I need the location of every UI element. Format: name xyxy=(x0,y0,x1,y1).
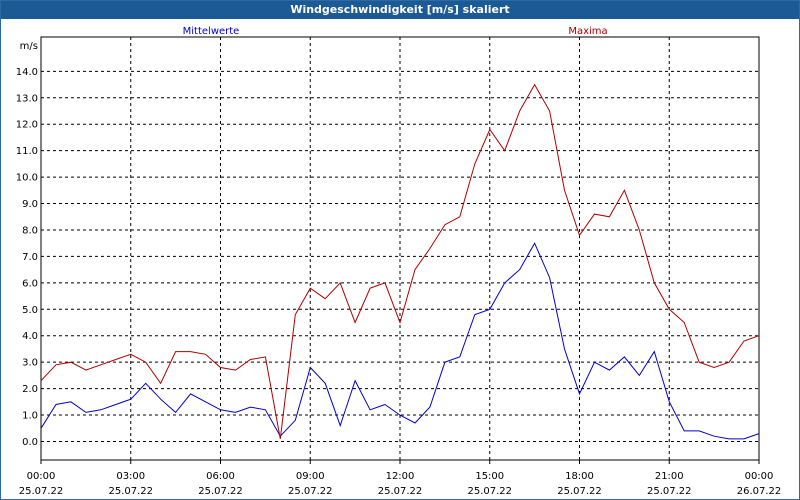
y-tick-label: 9.0 xyxy=(22,199,38,210)
x-tick-time-label: 00:00 xyxy=(745,471,774,482)
x-tick-date-label: 25.07.22 xyxy=(557,486,602,497)
x-tick-time-label: 21:00 xyxy=(655,471,684,482)
y-tick-label: 12.0 xyxy=(16,120,38,131)
x-tick-time-label: 00:00 xyxy=(27,471,56,482)
window-title: Windgeschwindigkeit [m/s] skaliert xyxy=(1,1,799,19)
y-tick-label: 10.0 xyxy=(16,173,38,184)
x-tick-date-label: 25.07.22 xyxy=(19,486,64,497)
x-tick-time-label: 18:00 xyxy=(565,471,594,482)
y-tick-label: 3.0 xyxy=(22,358,38,369)
x-tick-date-label: 25.07.22 xyxy=(108,486,153,497)
legend-entry-mittelwerte: Mittelwerte xyxy=(183,26,240,37)
x-tick-time-label: 03:00 xyxy=(116,471,145,482)
x-tick-time-label: 12:00 xyxy=(386,471,415,482)
y-tick-label: 1.0 xyxy=(22,411,38,422)
y-tick-label: 11.0 xyxy=(16,146,38,157)
y-tick-label: 5.0 xyxy=(22,305,38,316)
y-tick-label: 6.0 xyxy=(22,278,38,289)
y-tick-label: 4.0 xyxy=(22,331,38,342)
x-tick-time-label: 09:00 xyxy=(296,471,325,482)
y-tick-label: 0.0 xyxy=(22,437,38,448)
x-tick-time-label: 15:00 xyxy=(475,471,504,482)
x-tick-date-label: 25.07.22 xyxy=(378,486,423,497)
y-tick-label: 14.0 xyxy=(16,67,38,78)
legend-entry-maxima: Maxima xyxy=(568,26,607,37)
y-tick-label: 7.0 xyxy=(22,252,38,263)
x-tick-date-label: 25.07.22 xyxy=(198,486,243,497)
series-line-maxima xyxy=(40,83,760,439)
x-tick-date-label: 25.07.22 xyxy=(647,486,692,497)
y-tick-label: 13.0 xyxy=(16,93,38,104)
y-tick-label: 2.0 xyxy=(22,384,38,395)
series-line-mittelwerte xyxy=(40,242,760,440)
x-tick-date-label: 26.07.22 xyxy=(737,486,782,497)
x-tick-time-label: 06:00 xyxy=(206,471,235,482)
x-tick-date-label: 25.07.22 xyxy=(467,486,512,497)
y-tick-label: 8.0 xyxy=(22,225,38,236)
y-axis-unit-label: m/s xyxy=(20,41,38,52)
x-tick-date-label: 25.07.22 xyxy=(288,486,333,497)
